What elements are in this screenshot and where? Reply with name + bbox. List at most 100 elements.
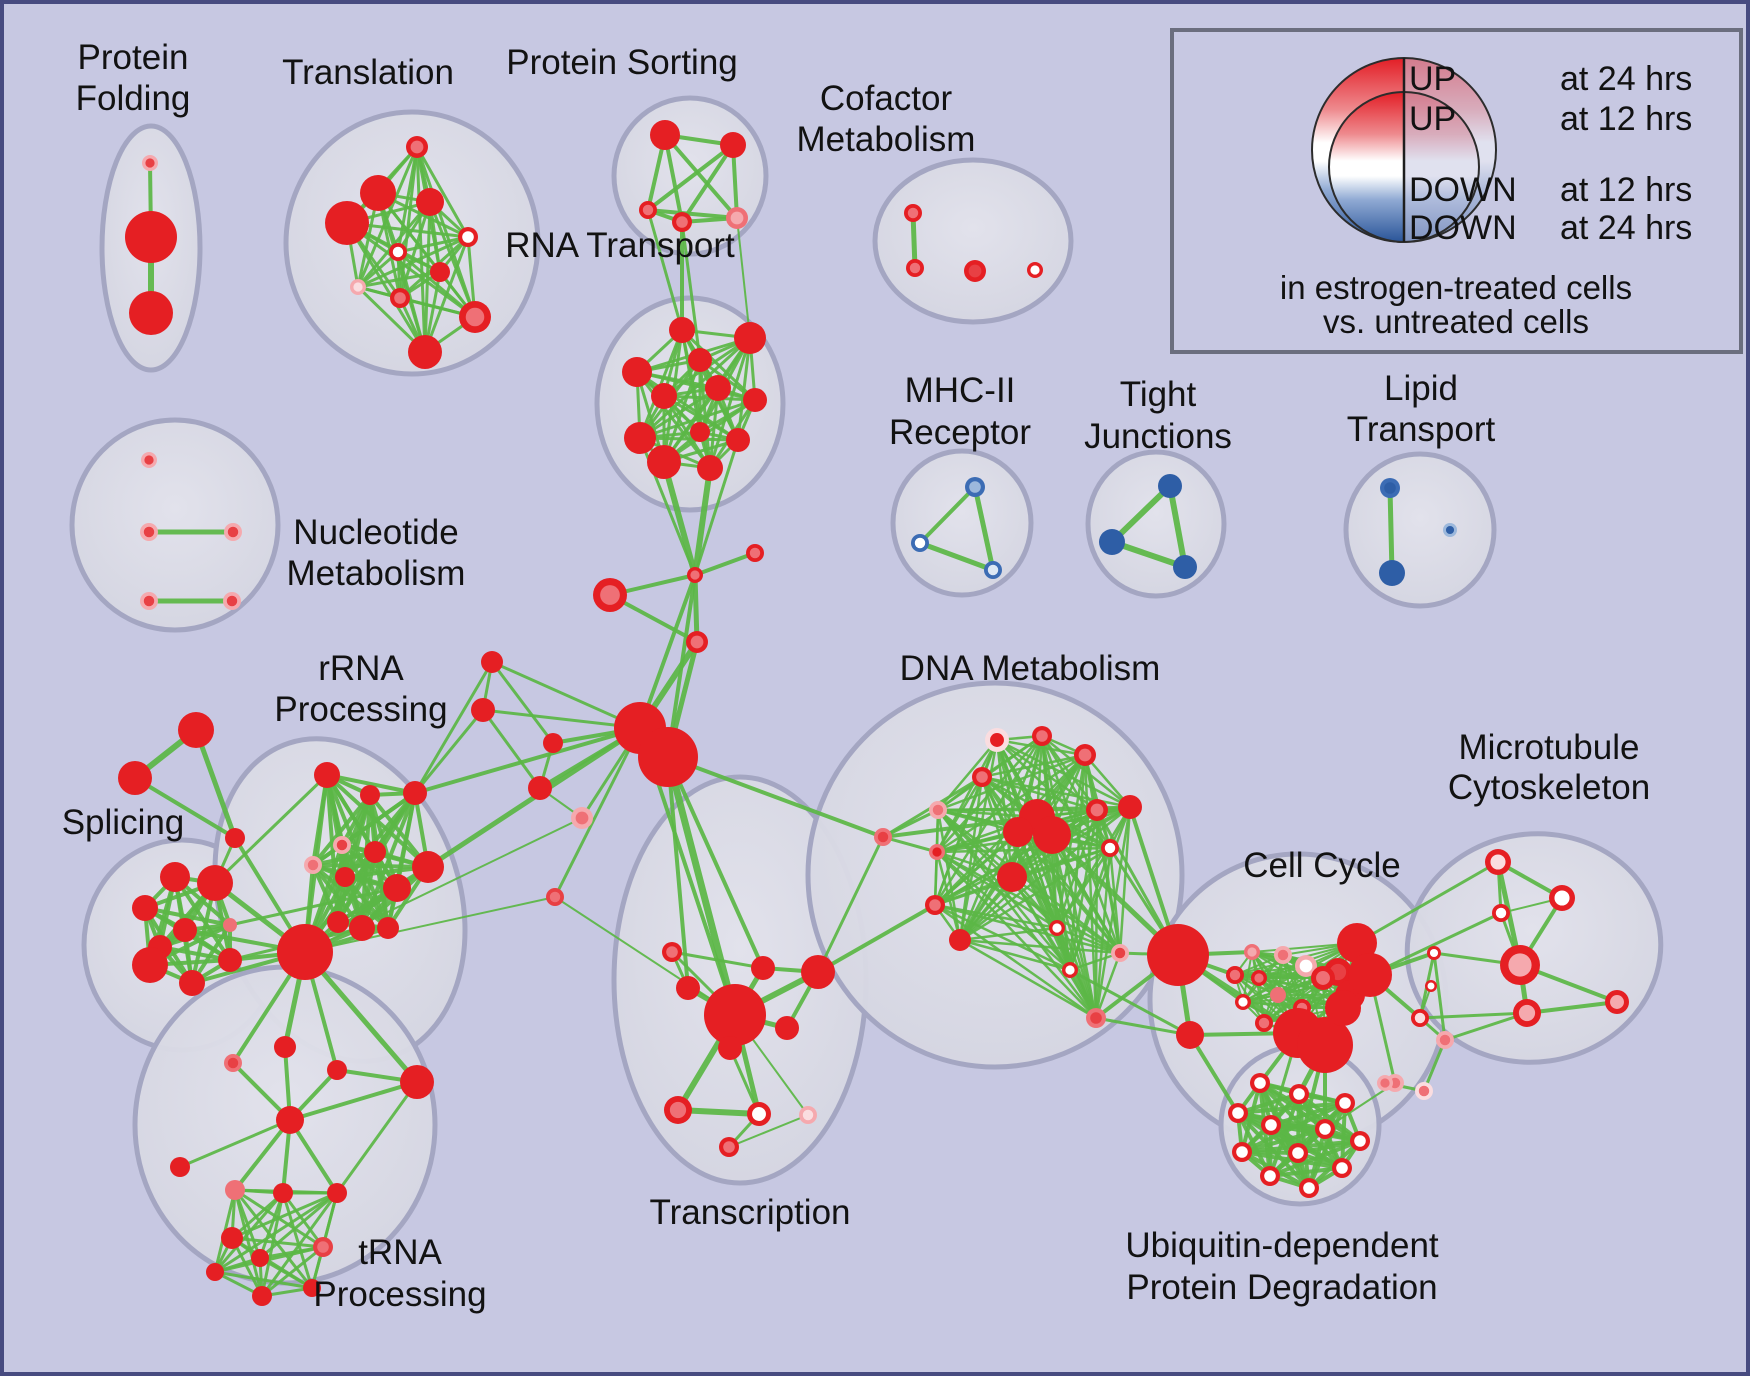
gene-node-inner-12h	[1114, 947, 1126, 959]
cluster-trna-processing-label: tRNA Processing	[313, 1233, 486, 1314]
gene-node	[274, 1036, 296, 1058]
gene-node-inner-12h	[749, 547, 761, 559]
gene-node	[638, 727, 698, 787]
interaction-edge	[230, 1236, 325, 1249]
gene-node-outer-24h	[416, 188, 444, 216]
gene-node-inner-12h	[1090, 803, 1104, 817]
gene-node-inner-12h	[1339, 1097, 1351, 1109]
interaction-edge	[1050, 833, 1122, 955]
gene-node	[218, 948, 242, 972]
gene-node	[416, 188, 444, 216]
gene-node-inner-12h	[1429, 948, 1439, 958]
cluster-nucleotide-metabolism-ellipse	[69, 417, 281, 633]
cluster-mhc-ii-receptor-label: MHC-II Receptor	[889, 371, 1031, 452]
gene-node-outer-24h	[1158, 474, 1182, 498]
gene-node-inner-12h	[143, 526, 155, 538]
gene-node	[775, 1016, 799, 1040]
gene-node	[622, 357, 652, 387]
interaction-edge	[666, 573, 697, 759]
gene-node-outer-24h	[1379, 560, 1405, 586]
gene-node	[273, 1183, 293, 1203]
gene-node-outer-24h	[647, 445, 681, 479]
gene-node-outer-24h	[132, 947, 168, 983]
gene-node	[141, 452, 157, 468]
gene-node	[746, 544, 764, 562]
gene-node	[1605, 990, 1629, 1014]
gene-node-outer-24h	[743, 388, 767, 412]
gene-node-inner-12h	[1258, 1017, 1270, 1029]
gene-node-inner-12h	[317, 1241, 329, 1253]
gene-node	[313, 1237, 333, 1257]
gene-node-outer-24h	[1147, 924, 1209, 986]
gene-node	[304, 856, 322, 874]
gene-node-outer-24h	[178, 712, 214, 748]
gene-node	[459, 301, 491, 333]
interaction-edge	[415, 145, 470, 239]
gene-node-inner-12h	[690, 635, 704, 649]
interaction-edge	[692, 465, 713, 578]
label-layer: Protein Folding Translation Protein Sorting…	[62, 38, 1650, 1314]
gene-node	[676, 976, 700, 1000]
interaction-edge	[413, 660, 494, 795]
legend-caption-line-2: vs. untreated cells	[1323, 303, 1589, 340]
gene-node	[571, 807, 593, 829]
gene-node	[1315, 1119, 1335, 1139]
interaction-edge	[638, 398, 757, 440]
gene-node	[277, 924, 333, 980]
interaction-edge	[1094, 951, 1122, 1020]
gene-node-inner-12h	[1247, 947, 1257, 957]
gene-node-inner-12h	[227, 526, 239, 538]
cluster-lipid-transport-ellipse	[1343, 451, 1497, 609]
gene-node	[543, 733, 563, 753]
gene-node	[1235, 994, 1251, 1010]
cluster-dna-metabolism-label: DNA Metabolism	[900, 649, 1161, 688]
gene-node-outer-24h	[223, 918, 237, 932]
gene-node-inner-12h	[1427, 982, 1435, 990]
gene-node-outer-24h	[720, 132, 746, 158]
gene-node	[224, 523, 242, 541]
interaction-edge	[304, 896, 556, 953]
cluster-mhc-ii-receptor-ellipse	[890, 448, 1034, 598]
gene-node-inner-12h	[1418, 1085, 1430, 1097]
gene-node-inner-12h	[1078, 748, 1092, 762]
gene-node-inner-12h	[307, 859, 319, 871]
interaction-edge	[233, 1118, 292, 1192]
interaction-edge	[1234, 974, 1303, 1009]
gene-node-outer-24h	[543, 733, 563, 753]
gene-node	[528, 776, 552, 800]
gene-node	[390, 288, 410, 308]
interaction-edge	[646, 143, 735, 212]
gene-node-inner-12h	[1336, 1162, 1348, 1174]
gene-node	[1500, 945, 1540, 985]
gene-node-inner-12h	[723, 1141, 735, 1153]
gene-node	[458, 227, 478, 247]
gene-node	[624, 422, 656, 454]
gene-node	[1251, 970, 1267, 986]
gene-node	[697, 455, 723, 481]
gene-node	[704, 984, 766, 1046]
interaction-edge	[881, 835, 939, 854]
gene-node	[1425, 980, 1437, 992]
gene-node-inner-12h	[877, 831, 889, 843]
interaction-edge	[1268, 1166, 1344, 1178]
interaction-edge	[816, 903, 937, 974]
gene-node	[1443, 523, 1457, 537]
gene-node	[1295, 955, 1317, 977]
legend-time-2: at 12 hrs	[1560, 171, 1692, 209]
gene-node	[1250, 1073, 1270, 1093]
gene-node-inner-12h	[1065, 965, 1075, 975]
gene-node-outer-24h	[360, 175, 396, 211]
gene-node	[1379, 560, 1405, 586]
interaction-edge	[178, 1118, 292, 1169]
legend-box	[1170, 28, 1743, 354]
interaction-edge	[958, 938, 1072, 972]
gene-node	[335, 867, 355, 887]
gene-node-outer-24h	[325, 201, 369, 245]
interaction-edge	[680, 328, 712, 470]
gene-node	[964, 260, 986, 282]
interaction-edge	[413, 708, 485, 795]
gene-node	[929, 801, 947, 819]
gene-node	[389, 243, 407, 261]
gene-node	[1311, 966, 1335, 990]
gene-node-inner-12h	[462, 231, 474, 243]
